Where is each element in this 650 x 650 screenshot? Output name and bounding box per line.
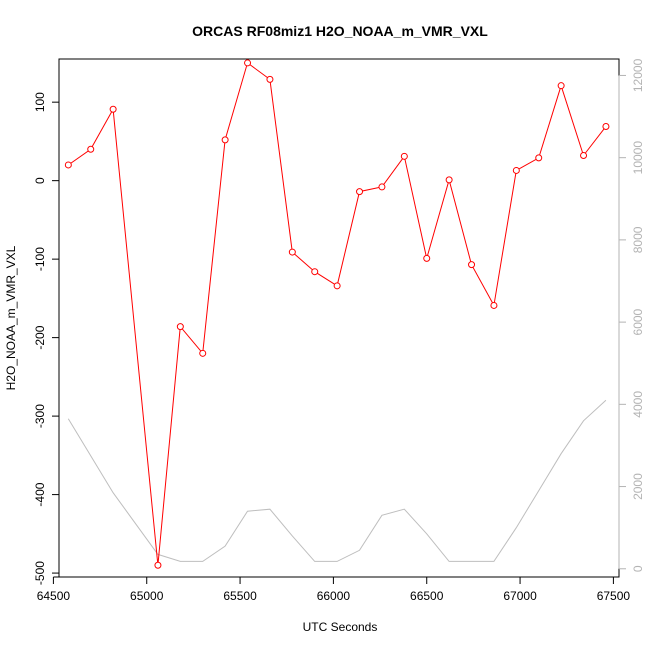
- data-point: [244, 59, 252, 67]
- data-point: [445, 176, 453, 184]
- data-point: [109, 105, 117, 113]
- y2-tick-label: 12000: [631, 58, 645, 92]
- x-axis: 64500 65000 65500 66000 66500 67000 67500: [37, 576, 631, 603]
- data-point: [154, 561, 162, 569]
- data-point: [580, 152, 588, 160]
- y2-tick-label: 10000: [631, 141, 645, 175]
- y-tick-label: 0: [33, 177, 47, 184]
- chart-title: ORCAS RF08miz1 H2O_NOAA_m_VMR_VXL: [192, 23, 488, 39]
- data-point: [288, 248, 296, 256]
- y-axis-right: 0 2000 4000 6000 8000 10000 12000: [618, 58, 645, 572]
- series-line-left: [68, 62, 607, 566]
- data-point: [333, 282, 341, 290]
- y2-tick-label: 2000: [631, 473, 645, 500]
- x-tick-label: 65000: [130, 589, 164, 603]
- y-tick-label: -200: [33, 325, 47, 349]
- data-point: [512, 166, 520, 174]
- y-tick-label: -300: [33, 404, 47, 428]
- data-point: [64, 161, 72, 169]
- data-point: [311, 268, 319, 276]
- y2-tick-label: 6000: [631, 308, 645, 335]
- data-point: [266, 75, 274, 83]
- x-tick-label: 66000: [317, 589, 351, 603]
- data-point: [400, 152, 408, 160]
- data-point: [87, 145, 95, 153]
- data-point: [468, 261, 476, 269]
- y-tick-label: -500: [33, 561, 47, 585]
- data-point: [490, 301, 498, 309]
- series-line-right: [67, 399, 607, 562]
- series-layer: [64, 59, 610, 569]
- y2-tick-label: 4000: [631, 391, 645, 418]
- x-axis-label: UTC Seconds: [303, 620, 378, 634]
- data-point: [176, 323, 184, 331]
- plot-frame: [58, 58, 620, 578]
- data-point: [199, 349, 207, 357]
- data-point: [423, 254, 431, 262]
- data-point: [378, 183, 386, 191]
- x-tick-label: 67000: [503, 589, 537, 603]
- x-tick-label: 67500: [597, 589, 631, 603]
- data-point: [221, 136, 229, 144]
- y2-tick-label: 0: [631, 565, 645, 572]
- y-tick-label: -400: [33, 482, 47, 506]
- x-tick-label: 65500: [223, 589, 257, 603]
- y2-tick-label: 8000: [631, 226, 645, 253]
- y-axis-label: H2O_NOAA_m_VMR_VXL: [4, 245, 18, 390]
- data-point: [535, 154, 543, 162]
- x-tick-label: 64500: [37, 589, 71, 603]
- data-point: [356, 188, 364, 196]
- y-tick-label: 100: [33, 92, 47, 112]
- data-point: [602, 122, 610, 130]
- x-tick-label: 66500: [410, 589, 444, 603]
- data-point: [557, 82, 565, 90]
- y-axis-left: -500 -400 -300 -200 -100 0 100: [33, 92, 60, 585]
- y-tick-label: -100: [33, 247, 47, 271]
